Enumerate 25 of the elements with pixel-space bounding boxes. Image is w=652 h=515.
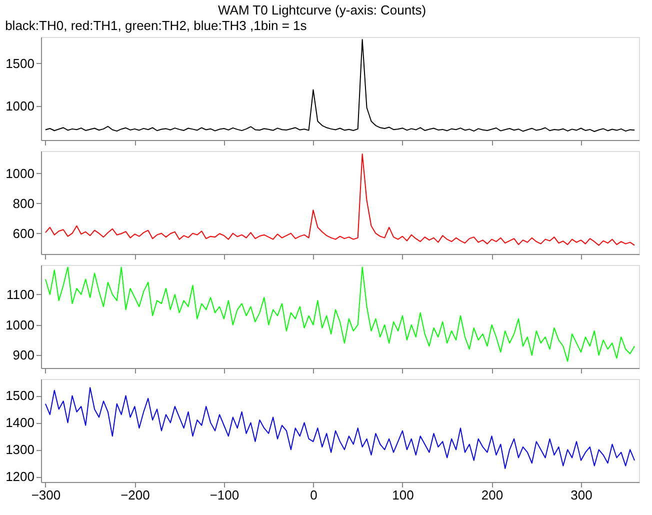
y-tick-label: 1000 [6, 98, 34, 114]
x-tick-label: −300 [31, 488, 61, 502]
x-tick-label: 100 [392, 488, 414, 502]
x-tick-label: 0 [310, 488, 318, 502]
y-tick-label: 1300 [6, 442, 34, 458]
chart-subtitle: black:TH0, red:TH1, green:TH2, blue:TH3 ,1bin = 1s [5, 18, 308, 33]
line-series [44, 39, 636, 132]
x-tick-label: −100 [210, 488, 240, 502]
y-tick-label: 900 [12, 348, 34, 363]
y-tick-label: 1400 [6, 415, 34, 430]
x-tick-label: −200 [120, 488, 150, 502]
y-tick-label: 1000 [6, 166, 34, 181]
y-tick-label: 1500 [6, 56, 34, 71]
chart-title: WAM T0 Lightcurve (y-axis: Counts) [218, 2, 426, 18]
y-tick-label: 800 [12, 196, 34, 211]
line-series [44, 153, 636, 246]
line-series [44, 387, 636, 470]
x-tick-label: 200 [481, 488, 504, 502]
y-tick-label: 1000 [6, 317, 34, 332]
y-tick-label: 1200 [6, 469, 34, 484]
x-tick-label: 300 [570, 488, 592, 502]
y-tick-label: 1500 [6, 388, 34, 404]
y-tick-label: 1100 [6, 286, 34, 302]
line-series [44, 266, 636, 362]
y-tick-label: 600 [12, 226, 34, 241]
